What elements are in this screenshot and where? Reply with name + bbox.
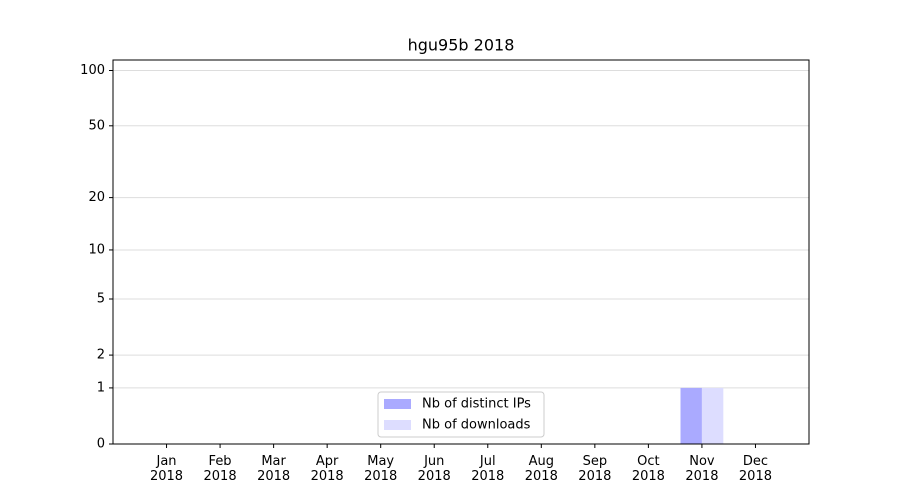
- plot-frame: [112, 59, 810, 445]
- x-tick-label: Jan 2018: [149, 454, 184, 484]
- x-tick-label: Mar 2018: [257, 454, 291, 484]
- x-tick-label: Apr 2018: [310, 454, 344, 484]
- x-tick-label: May 2018: [364, 454, 398, 484]
- x-tick-label: Jul 2018: [471, 454, 505, 484]
- x-tick-label: Dec 2018: [738, 454, 772, 484]
- chart-title: hgu95b 2018: [408, 36, 515, 55]
- x-tick-label: Aug 2018: [524, 454, 558, 484]
- y-tick-label: 0: [97, 437, 105, 452]
- x-tick-label: Nov 2018: [685, 454, 719, 484]
- x-tick-label: Feb 2018: [203, 454, 237, 484]
- y-tick-label: 2: [97, 348, 105, 363]
- bar: [701, 387, 724, 444]
- x-tick-label: Sep 2018: [578, 454, 612, 484]
- legend-swatch: [384, 420, 411, 430]
- legend-label: Nb of downloads: [422, 418, 531, 433]
- y-tick-label: 50: [88, 118, 105, 133]
- y-tick-label: 100: [80, 63, 105, 78]
- bar: [680, 387, 702, 444]
- x-tick-label: Jun 2018: [417, 454, 451, 484]
- y-tick-label: 10: [88, 242, 105, 257]
- legend-label: Nb of distinct IPs: [422, 397, 531, 412]
- y-tick-label: 5: [97, 291, 105, 306]
- y-tick-label: 20: [88, 190, 105, 205]
- legend-box: [377, 391, 545, 438]
- y-tick-label: 1: [97, 380, 105, 395]
- legend-swatch: [384, 399, 411, 409]
- x-tick-label: Oct 2018: [631, 454, 665, 484]
